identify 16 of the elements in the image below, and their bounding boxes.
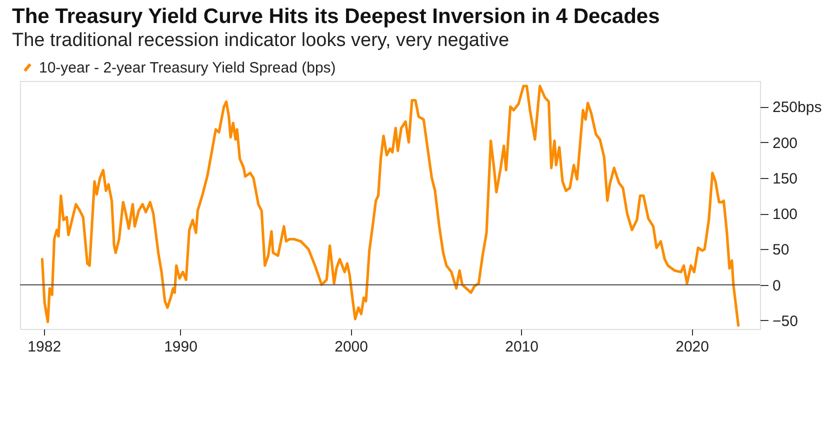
y-tick-label: 0 bbox=[772, 277, 781, 294]
x-tick-label: 2020 bbox=[676, 338, 709, 356]
line-series bbox=[40, 84, 740, 327]
y-tick-label: 100 bbox=[772, 206, 798, 224]
x-tick-label: 1990 bbox=[164, 338, 198, 356]
y-tick-label: 50 bbox=[772, 242, 790, 259]
x-tick-label: 1982 bbox=[28, 338, 62, 356]
chart-subtitle: The traditional recession indicator looks very, very negative bbox=[12, 30, 510, 51]
y-tick-label: 250bps bbox=[772, 99, 822, 116]
legend-label: 10-year - 2-year Treasury Yield Spread (bps) bbox=[39, 60, 336, 76]
chart-title: The Treasury Yield Curve Hits its Deepest Inversion in 4 Decades bbox=[12, 5, 660, 28]
x-tick-label: 2010 bbox=[505, 338, 538, 356]
y-tick-label: 150 bbox=[772, 170, 798, 188]
x-tick-label: 2000 bbox=[334, 338, 368, 356]
y-tick-label: −50 bbox=[772, 312, 798, 330]
y-tick-label: 200 bbox=[772, 134, 798, 152]
